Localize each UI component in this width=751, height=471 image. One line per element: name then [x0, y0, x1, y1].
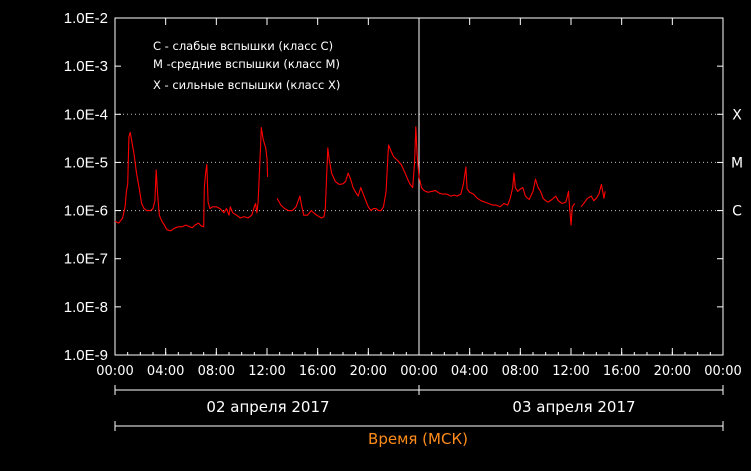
x-tick-label: 08:00	[502, 364, 539, 379]
x-tick-label: 20:00	[654, 364, 691, 379]
x-axis-title: Время (МСК)	[368, 430, 468, 448]
x-tick-label: 20:00	[350, 364, 387, 379]
date-label-day1: 02 апреля 2017	[206, 398, 329, 416]
x-tick-label: 04:00	[451, 364, 488, 379]
legend-item-c: C - слабые вспышки (класс С)	[153, 39, 333, 53]
y-tick-label: 1.0E-3	[64, 58, 108, 75]
legend-item-x: X - сильные вспышки (класс Х)	[153, 78, 340, 92]
legend-item-m: M -средние вспышки (класс М)	[153, 57, 340, 71]
legend: C - слабые вспышки (класс С) M -средние …	[153, 39, 340, 92]
axes: 1.0E-2 1.0E-3 1.0E-4 1.0E-5 1.0E-6 1.0E-7 1.0E…	[64, 10, 742, 431]
y-tick-label: 1.0E-2	[64, 10, 108, 27]
xray-flux-line	[580, 183, 606, 208]
x-tick-label: 12:00	[552, 364, 589, 379]
x-tick-label: 04:00	[147, 364, 184, 379]
x-tick-label: 12:00	[248, 364, 285, 379]
date-labels: 02 апреля 2017 03 апреля 2017	[206, 398, 635, 416]
x-tick-label: 00:00	[400, 364, 437, 379]
y-tick-label: 1.0E-9	[64, 347, 108, 364]
xray-flux-line	[276, 126, 576, 226]
class-label: C	[732, 204, 742, 220]
class-label: X	[732, 107, 742, 123]
date-label-day2: 03 апреля 2017	[512, 398, 635, 416]
y-tick-label: 1.0E-6	[64, 203, 108, 220]
y-tick-label: 1.0E-5	[64, 154, 108, 171]
x-tick-label: 00:00	[704, 364, 741, 379]
xray-flux-line	[114, 127, 269, 232]
x-tick-label: 16:00	[299, 364, 336, 379]
class-label: M	[731, 155, 743, 171]
series-layer	[114, 126, 606, 232]
y-tick-label: 1.0E-4	[64, 106, 108, 123]
x-tick-label: 00:00	[96, 364, 133, 379]
y-tick-label: 1.0E-7	[64, 251, 108, 268]
x-tick-label: 16:00	[603, 364, 640, 379]
y-tick-label: 1.0E-8	[64, 299, 108, 316]
x-tick-label: 08:00	[198, 364, 235, 379]
